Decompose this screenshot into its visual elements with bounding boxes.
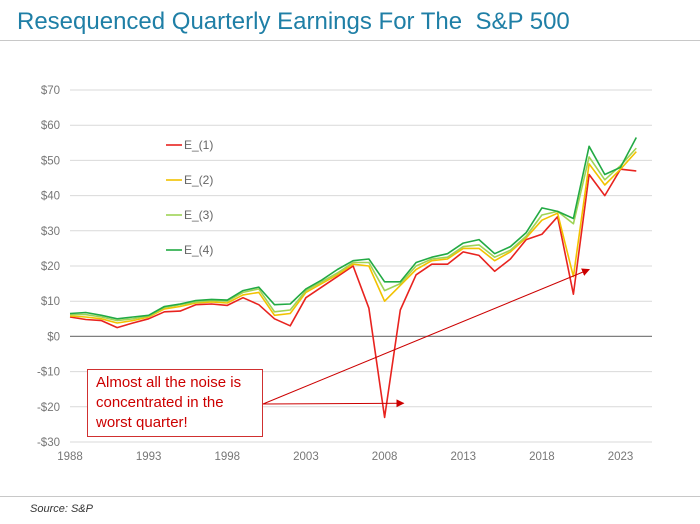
legend-label-4: E_(4) xyxy=(184,243,213,257)
annotation-line-1: Almost all the noise is xyxy=(96,374,242,391)
y-tick-label: -$20 xyxy=(37,402,60,414)
y-tick-label: -$30 xyxy=(37,437,60,449)
series-line-2 xyxy=(69,151,637,324)
legend-label-2: E_(2) xyxy=(184,173,213,187)
y-tick-label: $20 xyxy=(41,261,60,273)
x-tick-label: 2013 xyxy=(450,451,476,463)
footer-divider xyxy=(0,496,700,497)
annotation-line-3: worst quarter! xyxy=(96,414,188,431)
x-tick-label: 2018 xyxy=(529,451,555,463)
x-tick-label: 2003 xyxy=(293,451,319,463)
y-tick-label: $50 xyxy=(41,155,60,167)
y-tick-label: $10 xyxy=(41,296,60,308)
x-tick-label: 1998 xyxy=(215,451,241,463)
title-divider xyxy=(0,40,700,41)
page-title: Resequenced Quarterly Earnings For The S… xyxy=(17,8,570,35)
annotation-arrow-1 xyxy=(262,399,405,408)
series-line-4 xyxy=(69,137,638,320)
x-tick-label: 2023 xyxy=(608,451,634,463)
annotation-line-2: concentrated in the xyxy=(96,394,224,411)
x-tick-label: 2008 xyxy=(372,451,398,463)
y-tick-label: $70 xyxy=(41,85,60,97)
x-tick-label: 1988 xyxy=(57,451,83,463)
legend-label-3: E_(3) xyxy=(184,208,213,222)
x-tick-label: 1993 xyxy=(136,451,162,463)
annotation-arrow-2 xyxy=(262,268,591,405)
series-line-1 xyxy=(69,168,637,419)
y-tick-label: $60 xyxy=(41,120,60,132)
y-tick-label: $40 xyxy=(41,191,60,203)
noise-annotation: Almost all the noise is concentrated in … xyxy=(87,369,263,437)
source-note: Source: S&P xyxy=(30,503,93,515)
y-tick-label: $30 xyxy=(41,226,60,238)
y-tick-label: -$10 xyxy=(37,367,60,379)
legend-label-1: E_(1) xyxy=(184,138,213,152)
y-tick-label: $0 xyxy=(47,331,60,343)
series-line-3 xyxy=(70,147,637,322)
